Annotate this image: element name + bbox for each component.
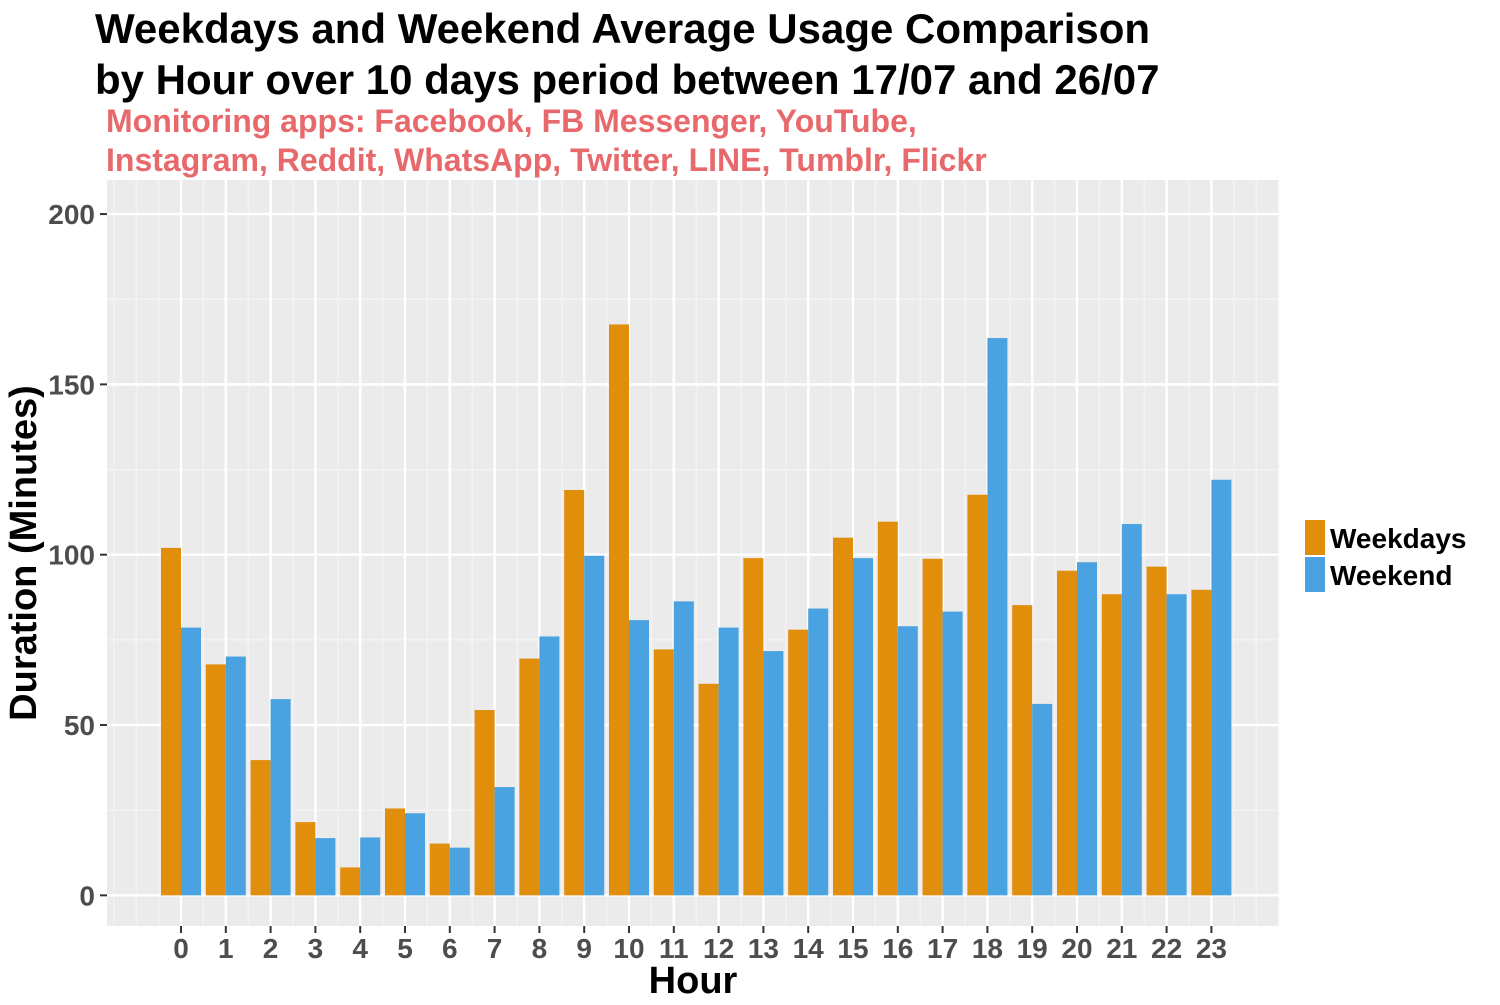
bar-weekdays-hour-16 <box>877 521 898 896</box>
bar-weekend-hour-8 <box>539 636 560 896</box>
x-tick-label: 9 <box>576 933 592 964</box>
x-tick-label: 20 <box>1061 933 1092 964</box>
bar-weekdays-hour-11 <box>653 649 674 896</box>
x-axis-title: Hour <box>649 960 738 1000</box>
bar-weekend-hour-15 <box>853 558 873 896</box>
bar-weekdays-hour-10 <box>609 324 629 896</box>
x-tick-label: 7 <box>487 933 503 964</box>
bar-weekend-hour-20 <box>1077 562 1097 896</box>
bar-weekdays-hour-21 <box>1101 594 1122 896</box>
x-tick-label: 15 <box>837 933 868 964</box>
bar-weekdays-hour-20 <box>1057 570 1077 896</box>
chart-title-line-1: Weekdays and Weekend Average Usage Compa… <box>95 5 1150 52</box>
bar-weekend-hour-0 <box>181 627 201 896</box>
bar-weekdays-hour-8 <box>519 658 540 896</box>
x-tick-label: 23 <box>1196 933 1227 964</box>
y-tick-label: 0 <box>79 880 95 911</box>
bar-weekend-hour-1 <box>225 656 246 896</box>
bar-weekdays-hour-9 <box>564 489 585 896</box>
bar-weekdays-hour-15 <box>833 537 853 896</box>
bar-weekend-hour-6 <box>449 847 470 896</box>
bar-weekdays-hour-7 <box>474 710 495 896</box>
y-tick-label: 150 <box>48 369 95 400</box>
bar-weekdays-hour-4 <box>340 867 361 896</box>
bar-weekend-hour-13 <box>763 651 784 896</box>
bar-weekend-hour-5 <box>405 813 425 896</box>
x-tick-label: 2 <box>263 933 279 964</box>
x-tick-label: 1 <box>218 933 234 964</box>
bar-weekend-hour-2 <box>270 699 291 896</box>
x-tick-label: 19 <box>1017 933 1048 964</box>
bar-weekdays-hour-22 <box>1146 566 1167 896</box>
bar-weekend-hour-23 <box>1211 479 1232 896</box>
bar-weekdays-hour-6 <box>429 843 450 896</box>
x-tick-label: 13 <box>748 933 779 964</box>
bar-weekend-hour-12 <box>718 627 739 896</box>
bar-weekdays-hour-5 <box>385 808 405 896</box>
x-tick-label: 6 <box>442 933 458 964</box>
bar-weekend-hour-10 <box>629 620 649 896</box>
bar-weekend-hour-9 <box>584 555 605 896</box>
x-tick-label: 21 <box>1106 933 1137 964</box>
bar-weekdays-hour-12 <box>698 683 719 896</box>
bar-weekdays-hour-3 <box>295 822 316 896</box>
bar-weekdays-hour-0 <box>161 547 181 896</box>
bar-weekend-hour-3 <box>315 838 336 896</box>
bar-weekdays-hour-18 <box>967 494 988 896</box>
bar-weekend-hour-18 <box>987 338 1008 896</box>
bar-weekend-hour-21 <box>1121 524 1142 896</box>
legend-label-weekend: Weekend <box>1330 560 1452 591</box>
bar-weekend-hour-11 <box>673 601 694 896</box>
chart-title-line-2: by Hour over 10 days period between 17/0… <box>95 56 1159 103</box>
x-tick-label: 11 <box>659 933 689 964</box>
minor-gridlines <box>107 180 1280 926</box>
bar-weekend-hour-19 <box>1032 703 1053 896</box>
x-tick-label: 12 <box>703 933 734 964</box>
bar-weekend-hour-4 <box>360 837 381 896</box>
x-tick-label: 5 <box>397 933 413 964</box>
x-tick-label: 0 <box>173 933 189 964</box>
y-axis-title: Duration (Minutes) <box>3 385 45 721</box>
bar-weekdays-hour-19 <box>1012 605 1033 896</box>
x-tick-label: 16 <box>882 933 913 964</box>
x-tick-label: 22 <box>1151 933 1182 964</box>
bar-weekend-hour-16 <box>897 626 918 896</box>
y-axis: 0 50 100 150 200 <box>48 199 107 911</box>
y-tick-label: 100 <box>48 540 95 571</box>
legend: Weekdays Weekend <box>1305 520 1466 592</box>
bar-series <box>161 324 1232 896</box>
x-tick-label: 14 <box>793 933 825 964</box>
chart-subtitle-line-2: Instagram, Reddit, WhatsApp, Twitter, LI… <box>106 142 987 178</box>
legend-key-weekend <box>1305 557 1325 592</box>
bar-weekend-hour-17 <box>942 611 963 896</box>
chart-subtitle-line-1: Monitoring apps: Facebook, FB Messenger,… <box>106 103 917 139</box>
x-axis: 0 1 2 3 4 5 6 7 8 9 10 11 12 13 14 15 16 17 18 19 20 21 22 23 <box>173 926 1227 964</box>
bar-weekdays-hour-1 <box>205 664 226 896</box>
bar-weekend-hour-7 <box>494 787 515 896</box>
y-tick-label: 50 <box>64 710 95 741</box>
x-tick-label: 17 <box>927 933 958 964</box>
bar-weekend-hour-22 <box>1166 594 1187 896</box>
legend-key-weekdays <box>1305 520 1325 555</box>
bar-weekdays-hour-17 <box>922 558 943 896</box>
bar-weekdays-hour-23 <box>1191 589 1212 896</box>
bar-weekdays-hour-14 <box>788 629 809 896</box>
x-tick-label: 3 <box>308 933 324 964</box>
x-tick-label: 10 <box>613 933 644 964</box>
x-tick-label: 4 <box>352 933 368 964</box>
legend-label-weekdays: Weekdays <box>1330 523 1466 554</box>
bar-weekdays-hour-13 <box>743 558 764 896</box>
x-tick-label: 8 <box>532 933 548 964</box>
x-tick-label: 18 <box>972 933 1003 964</box>
bar-weekend-hour-14 <box>808 608 829 896</box>
y-tick-label: 200 <box>48 199 95 230</box>
bar-weekdays-hour-2 <box>250 760 271 896</box>
